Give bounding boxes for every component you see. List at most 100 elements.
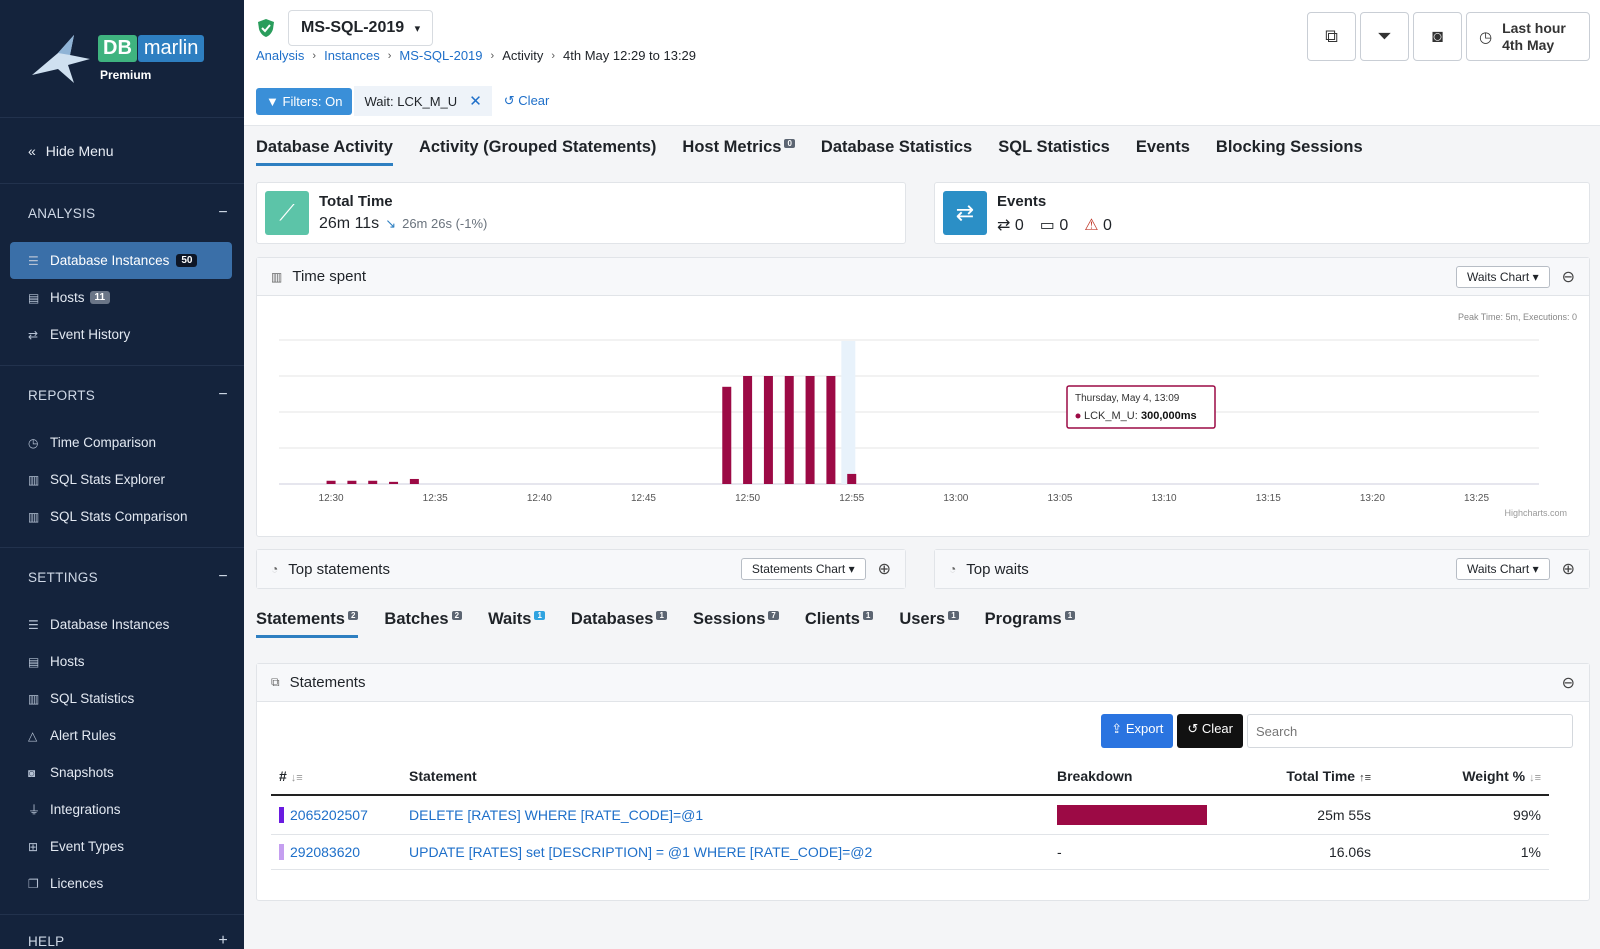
sidebar-item-settings-hosts[interactable]: ▤ Hosts xyxy=(0,643,244,680)
time-range-button[interactable]: ◷ Last hour 4th May xyxy=(1466,12,1590,61)
sidebar-item-event-types[interactable]: ⊞ Event Types xyxy=(0,828,244,865)
stopwatch-icon: ◷ xyxy=(28,435,39,450)
breadcrumb-instances[interactable]: Instances xyxy=(324,48,380,63)
sidebar-item-time-comparison[interactable]: ◷ Time Comparison xyxy=(0,424,244,461)
collapse-circle-icon[interactable]: ⊖ xyxy=(1561,268,1575,286)
alerts-count[interactable]: ⚠ 0 xyxy=(1084,215,1112,235)
sidebar-item-settings-sql-statistics[interactable]: ▥ SQL Statistics xyxy=(0,680,244,717)
sidebar-item-hosts[interactable]: ▤ Hosts 11 xyxy=(0,279,244,316)
expand-icon[interactable]: + xyxy=(218,932,228,949)
chart-bar[interactable] xyxy=(368,480,378,484)
settings-header[interactable]: SETTINGS − xyxy=(0,548,244,606)
sort-asc-icon[interactable]: ↑≡ xyxy=(1359,772,1371,784)
reports-header[interactable]: REPORTS − xyxy=(0,366,244,424)
hide-menu-button[interactable]: « Hide Menu xyxy=(0,118,244,184)
expand-circle-icon[interactable]: ⊕ xyxy=(877,561,891,578)
statement-link[interactable]: UPDATE [RATES] set [DESCRIPTION] = @1 WH… xyxy=(409,844,873,860)
analysis-header[interactable]: ANALYSIS − xyxy=(0,184,244,242)
sidebar-item-database-instances[interactable]: ☰ Database Instances 50 xyxy=(10,242,232,279)
tab-database-activity[interactable]: Database Activity xyxy=(256,138,393,166)
expand-circle-icon[interactable]: ⊕ xyxy=(1561,561,1575,578)
tab-database-statistics[interactable]: Database Statistics xyxy=(820,138,973,156)
sidebar-item-sql-stats-comparison[interactable]: ▥ SQL Stats Comparison xyxy=(0,498,244,535)
filters-toggle-button[interactable]: ▼ Filters: On xyxy=(256,87,353,115)
col-statement[interactable]: Statement xyxy=(401,758,1049,796)
tab-activity-grouped[interactable]: Activity (Grouped Statements) xyxy=(418,138,657,156)
sort-icon[interactable]: ↓≡ xyxy=(290,772,303,784)
tab-sql-statistics[interactable]: SQL Statistics xyxy=(998,138,1110,156)
breadcrumb-instance[interactable]: MS-SQL-2019 xyxy=(399,48,483,63)
sidebar-item-settings-database-instances[interactable]: ☰ Database Instances xyxy=(0,606,244,643)
brand-logo[interactable]: DB marlin Premium xyxy=(0,0,244,118)
breadcrumb: Analysis › Instances › MS-SQL-2019 › Act… xyxy=(256,48,696,63)
copy-button[interactable]: ⧉ xyxy=(1307,12,1356,61)
instance-selector[interactable]: MS-SQL-2019 ▾ xyxy=(288,10,434,46)
breadcrumb-analysis[interactable]: Analysis xyxy=(256,48,305,63)
close-icon[interactable]: ✕ xyxy=(469,93,482,110)
table-row[interactable]: 2065202507 DELETE [RATES] WHERE [RATE_CO… xyxy=(271,795,1549,835)
tab-blocking-sessions[interactable]: Blocking Sessions xyxy=(1215,138,1363,156)
pie-chart-icon: ◔ xyxy=(271,562,279,576)
trend-chart-icon: ⟋ xyxy=(265,191,309,235)
clear-button[interactable]: ↺ Clear xyxy=(1177,714,1243,748)
x-tick-label: 13:00 xyxy=(943,493,968,504)
tab-label: Host Metrics xyxy=(682,138,782,156)
exchange-icon: ⇄ xyxy=(997,217,1011,234)
filter-button[interactable]: ⏷ xyxy=(1360,12,1409,61)
chart-bar[interactable] xyxy=(389,481,399,484)
tab-events[interactable]: Events xyxy=(1135,138,1190,156)
chart-bar[interactable] xyxy=(763,376,773,484)
collapse-circle-icon[interactable]: ⊖ xyxy=(1561,674,1575,692)
sidebar-item-alert-rules[interactable]: △ Alert Rules xyxy=(0,717,244,754)
waits-chart-dropdown-2[interactable]: Waits Chart ▾ xyxy=(1456,558,1550,580)
chart-bar[interactable] xyxy=(347,480,357,484)
tab-waits[interactable]: Waits 1 xyxy=(488,610,545,638)
chart-bar[interactable] xyxy=(826,376,836,484)
statement-id-link[interactable]: 292083620 xyxy=(279,844,393,860)
chart-bar[interactable] xyxy=(409,478,419,484)
clear-filters-link[interactable]: ↺ Clear xyxy=(504,93,550,109)
waits-chart-dropdown[interactable]: Waits Chart ▾ xyxy=(1456,265,1550,288)
x-tick-label: 13:05 xyxy=(1047,493,1072,504)
chart-bar[interactable] xyxy=(722,386,732,484)
chart-bar[interactable] xyxy=(326,480,336,484)
export-button[interactable]: ⇪ Export xyxy=(1101,714,1174,748)
sidebar-item-licences[interactable]: ❐ Licences xyxy=(0,865,244,902)
sidebar-item-event-history[interactable]: ⇄ Event History xyxy=(0,316,244,353)
tooltip-series: LCK_M_U: xyxy=(1084,410,1138,422)
chart-bar[interactable] xyxy=(743,376,753,484)
collapse-icon[interactable]: − xyxy=(218,386,228,403)
tab-sessions[interactable]: Sessions 7 xyxy=(693,610,779,638)
sidebar-item-snapshots[interactable]: ◙ Snapshots xyxy=(0,754,244,791)
statement-id-link[interactable]: 2065202507 xyxy=(279,807,393,823)
col-total-time[interactable]: Total Time ↑≡ xyxy=(1249,758,1379,796)
table-row[interactable]: 292083620 UPDATE [RATES] set [DESCRIPTIO… xyxy=(271,834,1549,870)
snapshot-button[interactable]: ◙ xyxy=(1413,12,1462,61)
col-id[interactable]: # ↓≡ xyxy=(271,758,401,796)
tab-users[interactable]: Users 1 xyxy=(899,610,959,638)
sidebar-item-sql-stats-explorer[interactable]: ▥ SQL Stats Explorer xyxy=(0,461,244,498)
sort-icon[interactable]: ↓≡ xyxy=(1529,772,1541,784)
collapse-icon[interactable]: − xyxy=(218,204,228,221)
chart-bar[interactable] xyxy=(847,473,857,484)
statements-chart-dropdown[interactable]: Statements Chart ▾ xyxy=(740,558,866,580)
chart-bar[interactable] xyxy=(805,376,815,484)
chart-bar[interactable] xyxy=(784,376,794,484)
sidebar-item-integrations[interactable]: ⏚ Integrations xyxy=(0,791,244,828)
tab-databases[interactable]: Databases 1 xyxy=(571,610,667,638)
schedules-count[interactable]: ▭ 0 xyxy=(1040,215,1068,235)
collapse-icon[interactable]: − xyxy=(218,568,228,585)
statement-link[interactable]: DELETE [RATES] WHERE [RATE_CODE]=@1 xyxy=(409,807,704,823)
changes-count[interactable]: ⇄ 0 xyxy=(997,215,1024,235)
search-input[interactable] xyxy=(1247,714,1573,748)
tab-host-metrics[interactable]: Host Metrics 0 xyxy=(682,138,795,166)
help-header[interactable]: HELP + xyxy=(0,915,244,949)
pie-chart-icon: ◔ xyxy=(949,562,957,576)
tab-clients[interactable]: Clients 1 xyxy=(805,610,874,638)
col-breakdown[interactable]: Breakdown xyxy=(1049,758,1249,796)
tab-programs[interactable]: Programs 1 xyxy=(985,610,1076,638)
tab-batches[interactable]: Batches 2 xyxy=(384,610,463,638)
col-weight[interactable]: Weight % ↓≡ xyxy=(1379,758,1549,796)
database-icon: ☰ xyxy=(28,253,39,268)
tab-statements[interactable]: Statements 2 xyxy=(256,610,359,638)
